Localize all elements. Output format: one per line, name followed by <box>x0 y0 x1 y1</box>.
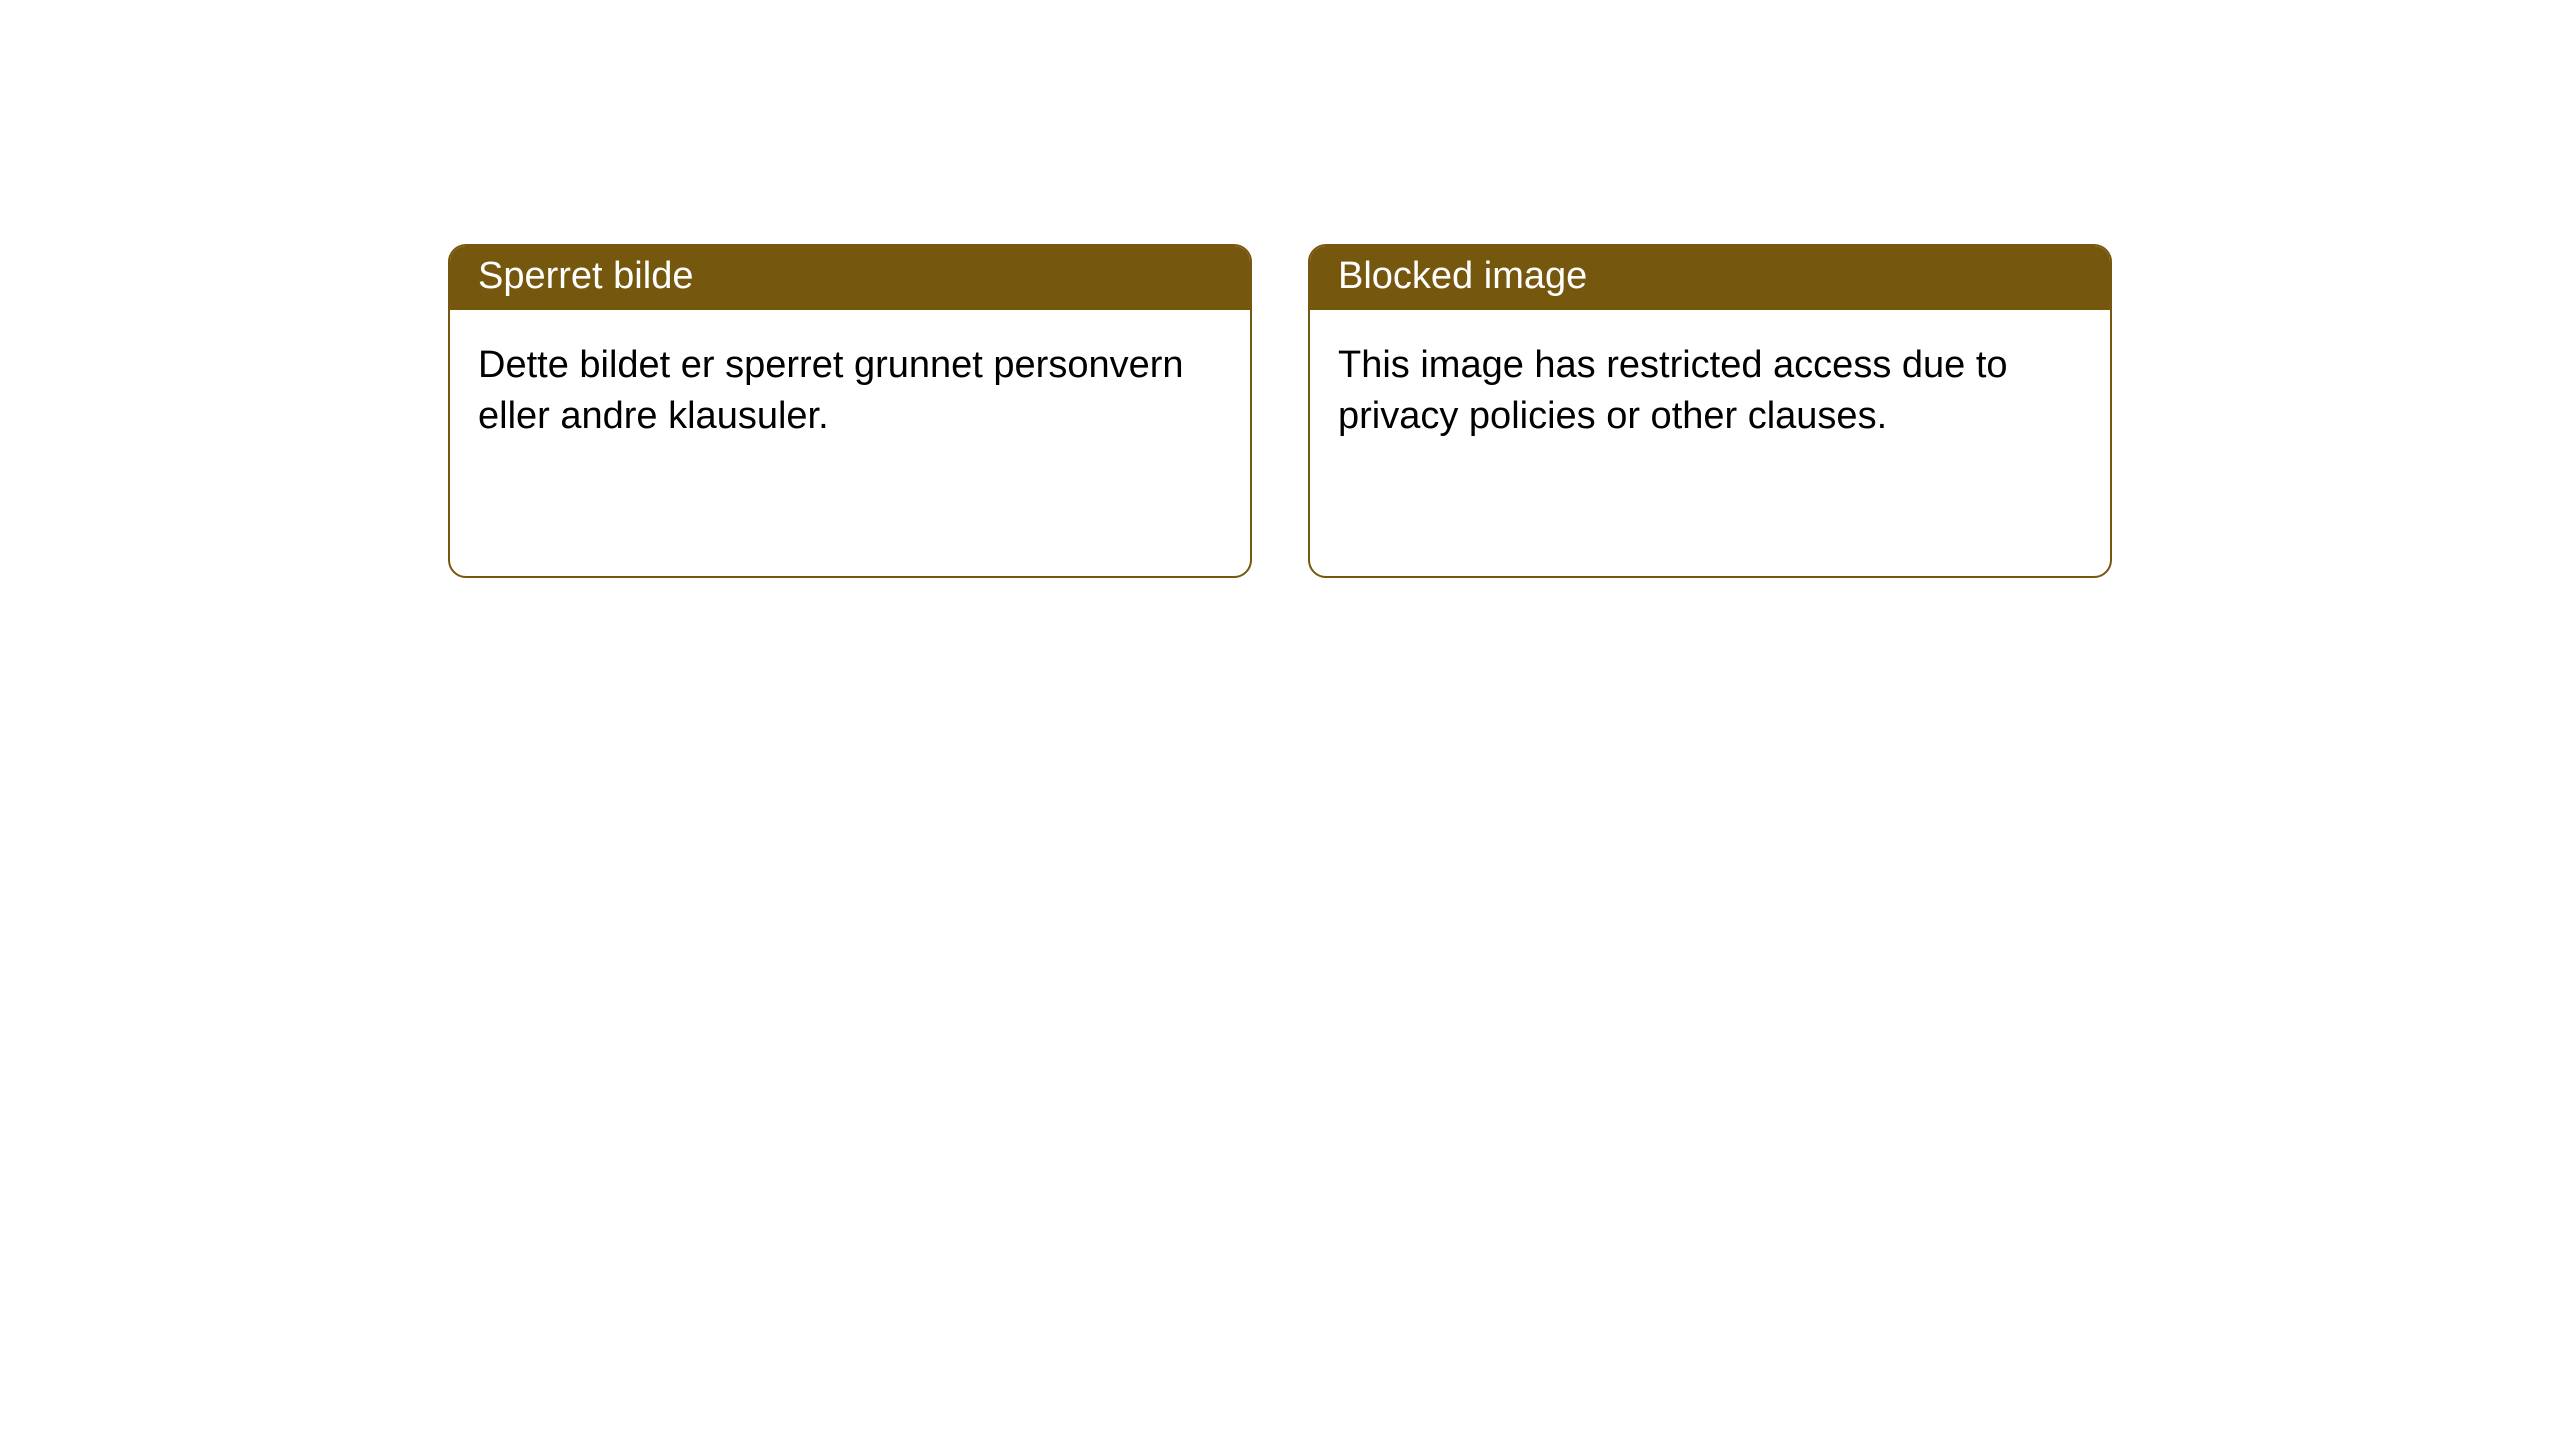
notice-card-title: Sperret bilde <box>450 246 1250 310</box>
notice-card-norwegian: Sperret bilde Dette bildet er sperret gr… <box>448 244 1252 578</box>
notice-card-english: Blocked image This image has restricted … <box>1308 244 2112 578</box>
notice-card-title: Blocked image <box>1310 246 2110 310</box>
notice-card-body: Dette bildet er sperret grunnet personve… <box>450 310 1250 473</box>
notice-container: Sperret bilde Dette bildet er sperret gr… <box>0 0 2560 578</box>
notice-card-body: This image has restricted access due to … <box>1310 310 2110 473</box>
